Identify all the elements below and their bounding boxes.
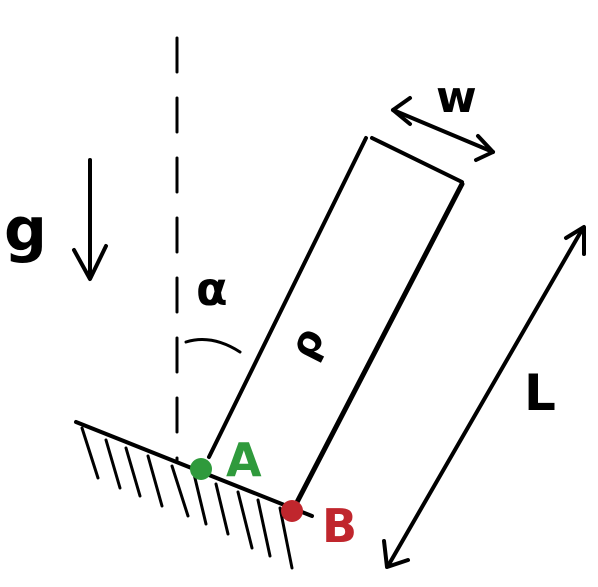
point-a-label: A bbox=[226, 433, 262, 487]
angle-label: α bbox=[196, 262, 228, 316]
point-a-marker bbox=[190, 458, 212, 480]
inclined-ground bbox=[76, 422, 312, 568]
gravity-label: g bbox=[4, 195, 47, 265]
rod-inscription: ρ bbox=[280, 320, 334, 366]
gravity-arrow bbox=[74, 160, 106, 279]
point-b-label: B bbox=[322, 499, 357, 553]
length-label: L bbox=[524, 364, 556, 422]
angle-arc bbox=[186, 340, 240, 352]
point-b-marker bbox=[281, 500, 303, 522]
width-label: w bbox=[436, 72, 477, 123]
